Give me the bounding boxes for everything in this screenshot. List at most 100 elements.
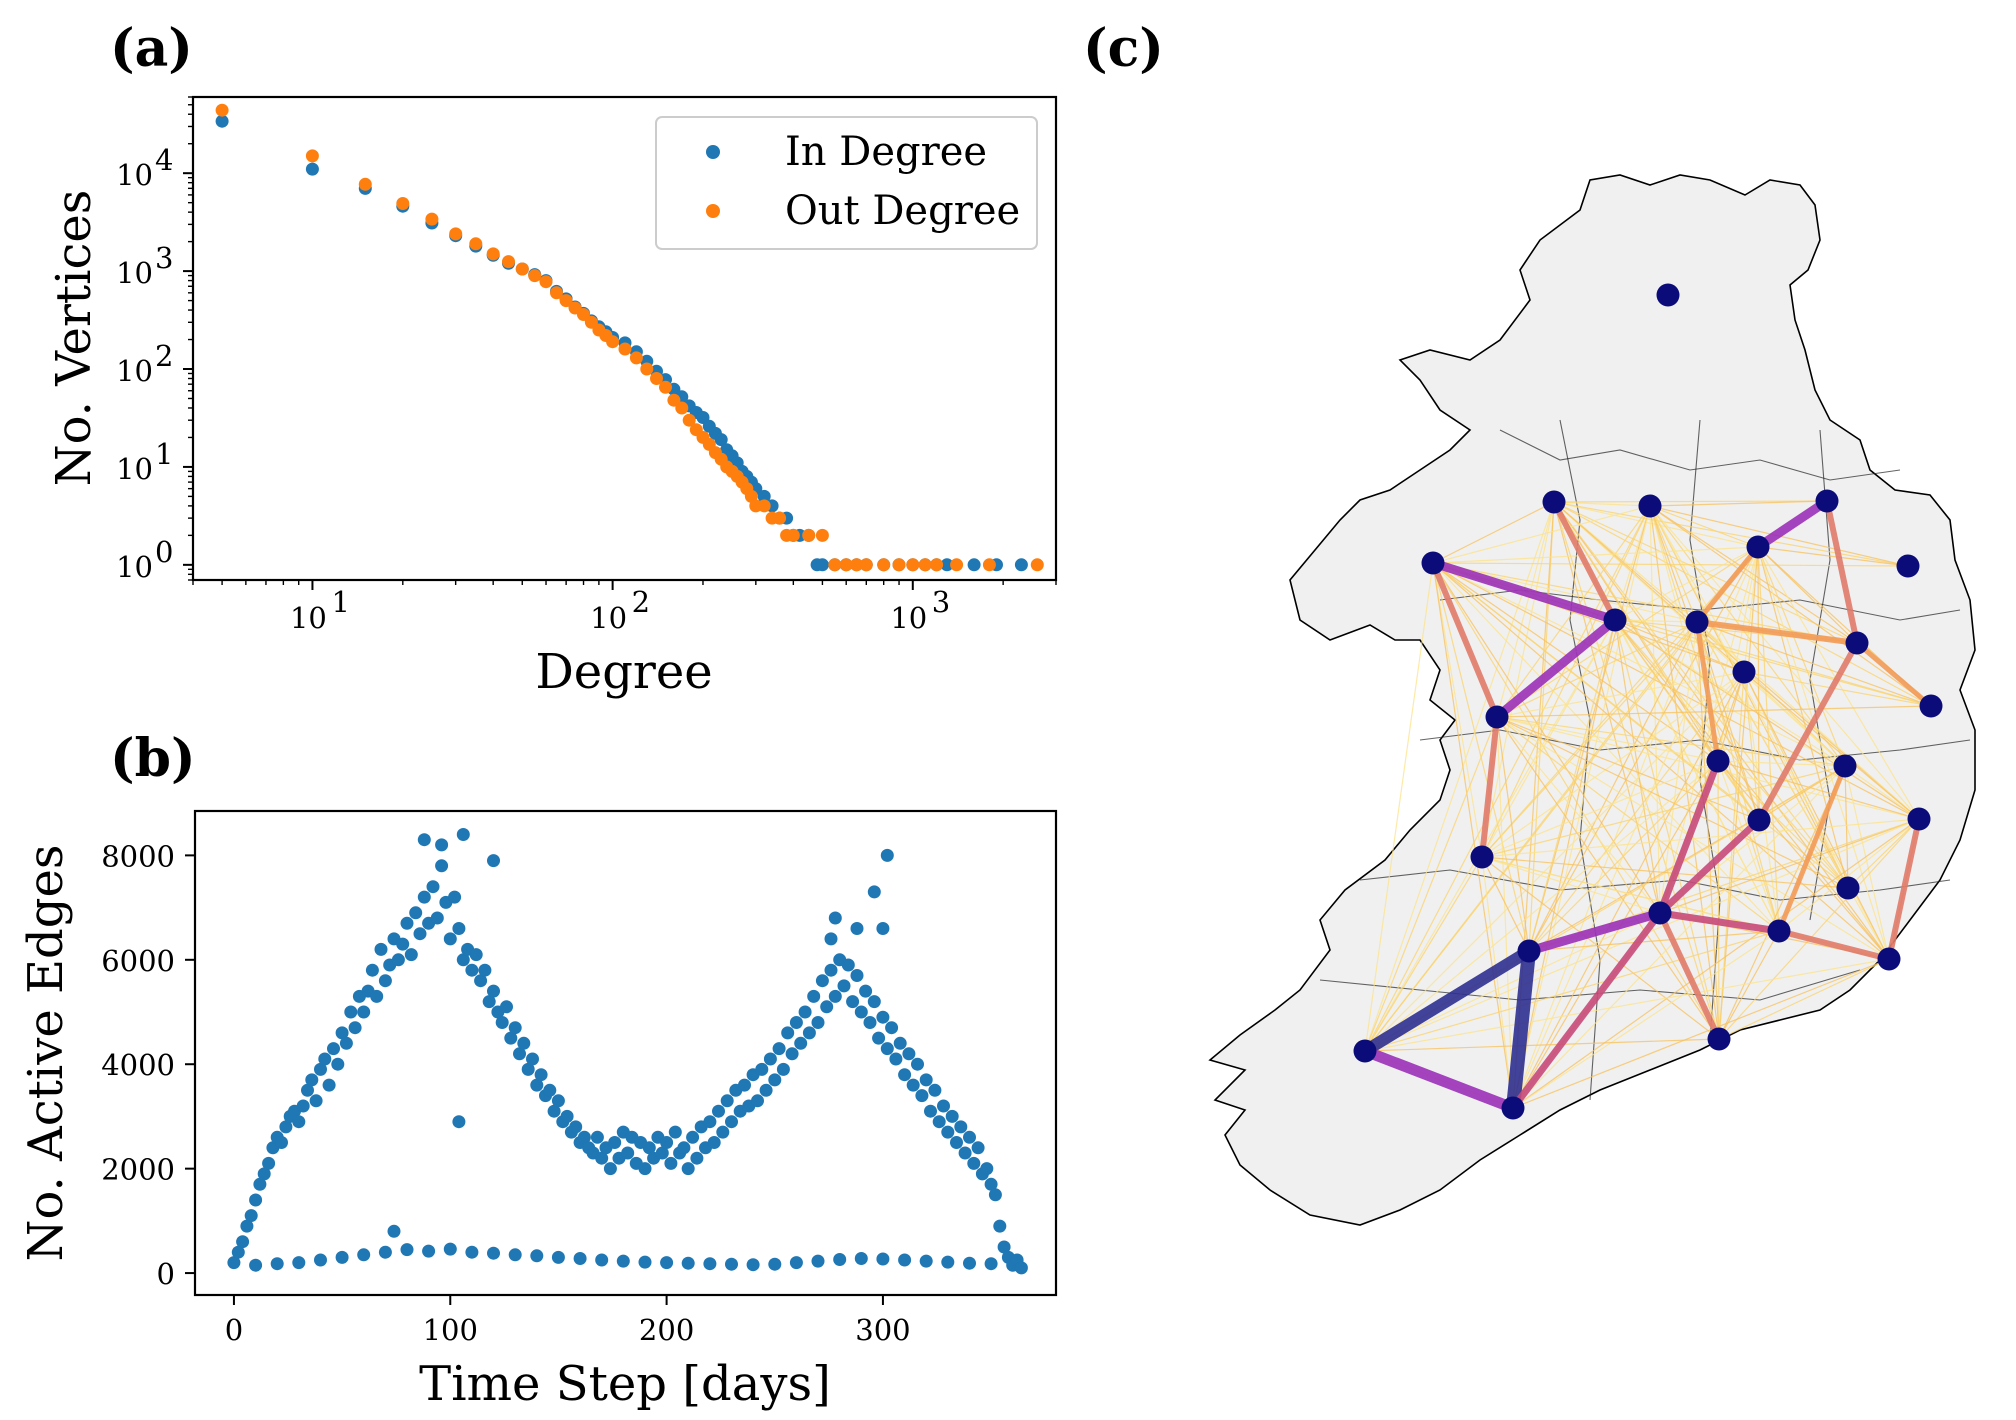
network-edge-thin (1553, 501, 1858, 644)
active-edges-point-223 (880, 848, 894, 862)
network-edge-thin (1432, 562, 1719, 762)
plot-a-xtick-label-1: 10 (590, 601, 627, 635)
active-edges-point-39 (396, 937, 410, 951)
plot-b-yticks: 0 2000 4000 6000 8000 (101, 839, 195, 1291)
network-edge-thin (1844, 765, 1920, 820)
active-edges-point-68 (521, 1062, 535, 1076)
active-edges-point-32 (365, 963, 379, 977)
out-degree-point-5 (449, 227, 463, 241)
network-edge-thin (1743, 546, 1759, 673)
active-edges-point-144 (850, 969, 864, 982)
active-edges-point-145 (854, 1005, 868, 1019)
out-degree-point-1 (305, 149, 319, 163)
network-edge-thin (1717, 760, 1780, 932)
network-edge-thin (1496, 716, 1530, 952)
out-degree-point-25 (667, 393, 681, 407)
network-edge-thin (1553, 501, 1909, 567)
network-edges (1359, 496, 1934, 1115)
out-degree-point-6 (469, 237, 483, 251)
network-node-23 (1353, 1039, 1377, 1063)
network-edge-thin (1512, 930, 1780, 1109)
network-node-16 (1907, 807, 1931, 831)
panel-label-b: (b) (110, 728, 196, 789)
network-node-25 (1501, 1096, 1525, 1120)
in-degree-point-61 (1014, 558, 1028, 572)
network-edge-strong-1 (1428, 558, 1620, 625)
active-edges-point-51 (448, 890, 462, 904)
network-edge-thin (1432, 546, 1759, 564)
active-edges-point-118 (738, 1078, 751, 1092)
plot-b-xtick-label-0: 0 (225, 1313, 243, 1347)
network-edge-strong-8 (1656, 816, 1763, 917)
network-edge-strong-20 (1694, 619, 1721, 764)
active-edges-point-101 (664, 1156, 678, 1170)
network-edge-thin (1481, 818, 1920, 858)
network-edge-thin (1364, 619, 1616, 1052)
active-edges-point-53 (456, 953, 470, 967)
active-edges-point-208 (789, 1256, 803, 1270)
network-edge-thin (1553, 500, 1828, 503)
network-edge-thin (1512, 671, 1745, 1109)
plot-a-ytick-exponent-2: 2 (155, 339, 173, 373)
network-node-13 (1706, 749, 1730, 773)
active-edges-point-99 (655, 1146, 669, 1160)
active-edges-point-56 (469, 948, 483, 962)
network-edge-thin (1496, 716, 1780, 932)
active-edges-point-142 (841, 958, 855, 972)
active-edges-point-105 (681, 1162, 695, 1176)
network-edge-strong-22 (1694, 544, 1761, 625)
active-edges-point-128 (781, 1026, 795, 1040)
out-degree-point-24 (659, 380, 672, 394)
active-edges-point-59 (482, 995, 496, 1009)
plot-b-xtick-label-1: 100 (423, 1313, 478, 1347)
network-edge-thin (1364, 562, 1434, 1052)
plot-a-ytick-label-2: 10 (116, 354, 153, 388)
network-edge-thin (1512, 621, 1698, 1109)
active-edges-point-2 (236, 1235, 250, 1249)
active-edges-point-209 (811, 1254, 825, 1268)
plot-b-ytick-label-2: 4000 (101, 1048, 175, 1082)
plot-a-ytick-label-3: 10 (116, 256, 153, 290)
active-edges-point-175 (984, 1177, 998, 1191)
out-degree-point-0 (215, 103, 229, 117)
network-edge-thin (1496, 716, 1661, 914)
active-edges-point-183 (249, 1258, 263, 1272)
network-edge-thin (1718, 930, 1780, 1040)
active-edges-point-70 (530, 1078, 544, 1092)
active-edges-point-102 (668, 1125, 682, 1139)
plot-a-legend: In Degree Out Degree (655, 116, 1038, 250)
active-edges-point-62 (495, 1016, 509, 1029)
out-degree-point-8 (502, 255, 515, 269)
network-node-17 (1470, 845, 1494, 869)
active-edges-point-110 (703, 1115, 717, 1129)
network-edge-thin (1649, 505, 1720, 1040)
active-edges-point-55 (465, 963, 479, 977)
out-degree-point-47 (828, 558, 842, 572)
network-edge-thin (1717, 760, 1890, 960)
network-edge-thin (1432, 562, 1909, 567)
active-edges-point-87 (603, 1162, 617, 1176)
ireland-network-map (1208, 174, 1976, 1226)
active-edges-point-52 (452, 922, 466, 935)
active-edges-point-206 (746, 1258, 760, 1272)
active-edges-point-200 (616, 1254, 630, 1268)
active-edges-point-33 (370, 989, 384, 1003)
network-edge-thin (1481, 856, 1661, 914)
active-edges-point-23 (327, 1042, 340, 1056)
plot-a-ytick-exponent-0: 0 (155, 535, 173, 569)
network-edge-thin (1553, 501, 1651, 507)
active-edges-point-202 (660, 1256, 674, 1270)
active-edges-point-169 (958, 1146, 972, 1160)
active-edges-point-11 (275, 1136, 288, 1149)
active-edges-point-48 (435, 859, 449, 873)
network-edge-thin (1496, 716, 1719, 762)
active-edges-point-188 (357, 1248, 371, 1262)
network-edge-thin (1696, 621, 1760, 821)
plot-b-ylabel: No. Active Edges (18, 844, 74, 1261)
out-degree-point-23 (650, 372, 663, 385)
active-edges-point-100 (660, 1136, 674, 1149)
network-edge-thin (1512, 818, 1920, 1109)
out-degree-point-11 (539, 275, 553, 289)
active-edges-point-3 (240, 1219, 254, 1233)
network-node-0 (1656, 283, 1680, 307)
